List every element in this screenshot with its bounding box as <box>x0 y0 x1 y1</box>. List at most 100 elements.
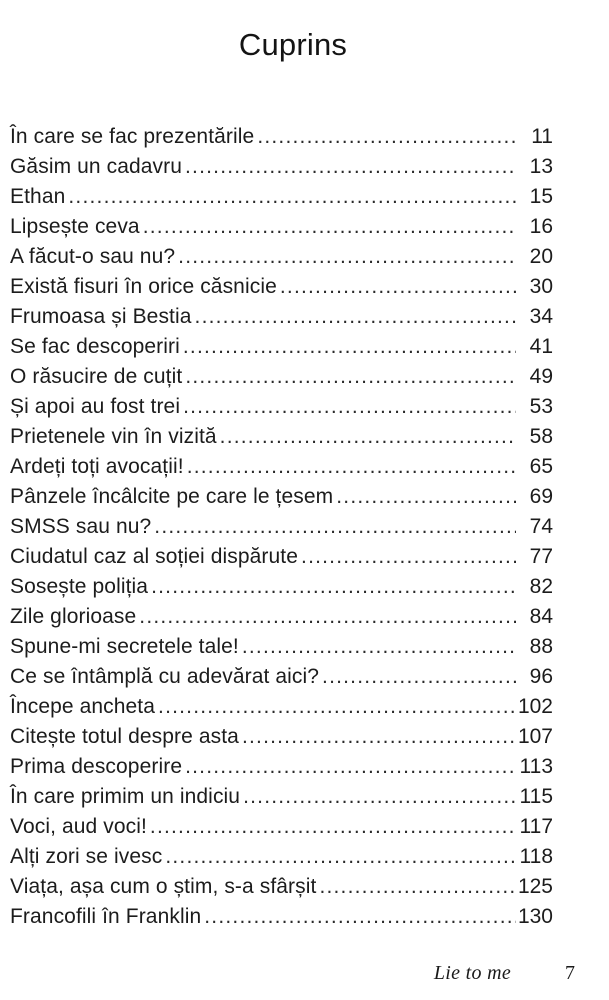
page-number: 88 <box>529 635 553 658</box>
dot-leader: ........................................… <box>151 575 516 598</box>
chapter-title: Pânzele încâlcite pe care le țesem <box>10 485 334 508</box>
chapter-title: Sosește poliția <box>10 575 149 598</box>
toc-row[interactable]: Citește totul despre asta...............… <box>10 722 553 752</box>
toc-row[interactable]: Pânzele încâlcite pe care le țesem......… <box>10 482 553 512</box>
toc-row[interactable]: Ce se întâmplă cu adevărat aici?........… <box>10 662 553 692</box>
toc-row[interactable]: Spune-mi secretele tale!................… <box>10 632 553 662</box>
chapter-title: Ethan <box>10 185 66 208</box>
page-number: 74 <box>529 515 553 538</box>
chapter-title: Ardeți toți avocații! <box>10 455 184 478</box>
page-number: 117 <box>519 815 553 838</box>
toc-row[interactable]: Și apoi au fost trei....................… <box>10 392 553 422</box>
dot-leader: ........................................… <box>183 395 516 418</box>
dot-leader: ........................................… <box>186 455 516 478</box>
dot-leader: ........................................… <box>178 245 516 268</box>
chapter-title: O răsucire de cuțit <box>10 365 183 388</box>
toc-row[interactable]: Prietenele vin în vizită................… <box>10 422 553 452</box>
dot-leader: ........................................… <box>204 905 516 928</box>
toc-row[interactable]: Găsim un cadavru........................… <box>10 152 553 182</box>
toc-row[interactable]: În care primim un indiciu...............… <box>10 782 553 812</box>
page-number: 20 <box>529 245 553 268</box>
chapter-title: SMSS sau nu? <box>10 515 152 538</box>
chapter-title: Lipsește ceva <box>10 215 140 238</box>
chapter-title: Viața, așa cum o știm, s-a sfârșit <box>10 875 317 898</box>
dot-leader: ........................................… <box>257 125 516 148</box>
page-number: 84 <box>529 605 553 628</box>
dot-leader: ........................................… <box>185 155 516 178</box>
chapter-title: Începe ancheta <box>10 695 156 718</box>
dot-leader: ........................................… <box>149 815 516 838</box>
page-number: 107 <box>517 725 553 748</box>
chapter-title: Voci, aud voci! <box>10 815 147 838</box>
dot-leader: ........................................… <box>243 785 516 808</box>
page-number: 30 <box>529 275 553 298</box>
chapter-title: Prietenele vin în vizită <box>10 425 217 448</box>
book-title: Lie to me <box>433 962 511 984</box>
page-number: 77 <box>529 545 553 568</box>
toc-row[interactable]: Alți zori se ivesc......................… <box>10 842 553 872</box>
toc-row[interactable]: Zile glorioase..........................… <box>10 602 553 632</box>
dot-leader: ........................................… <box>219 425 516 448</box>
page-number: 53 <box>529 395 553 418</box>
dot-leader: ........................................… <box>185 365 516 388</box>
page-number: 65 <box>529 455 553 478</box>
running-footer: Lie to me 7 <box>0 962 575 985</box>
toc-row[interactable]: Se fac descoperiri......................… <box>10 332 553 362</box>
dot-leader: ........................................… <box>158 695 516 718</box>
page-title: Cuprins <box>238 27 348 62</box>
page-number: 13 <box>529 155 553 178</box>
dot-leader: ........................................… <box>194 305 516 328</box>
toc-row[interactable]: Ciudatul caz al soției dispărute........… <box>10 542 553 572</box>
table-of-contents: În care se fac prezentările.............… <box>10 122 553 932</box>
toc-row[interactable]: Sosește poliția.........................… <box>10 572 553 602</box>
page-number: 49 <box>529 365 553 388</box>
toc-row[interactable]: Prima descoperire.......................… <box>10 752 553 782</box>
toc-row[interactable]: O răsucire de cuțit.....................… <box>10 362 553 392</box>
chapter-title: Francofili în Franklin <box>10 905 202 928</box>
dot-leader: ........................................… <box>185 755 516 778</box>
chapter-title: Alți zori se ivesc <box>10 845 163 868</box>
page-number: 130 <box>517 905 553 928</box>
dot-leader: ........................................… <box>336 485 516 508</box>
page-number: 69 <box>529 485 553 508</box>
toc-row[interactable]: Lipsește ceva...........................… <box>10 212 553 242</box>
toc-row[interactable]: Ardeți toți avocații!...................… <box>10 452 553 482</box>
toc-row[interactable]: Viața, așa cum o știm, s-a sfârșit......… <box>10 872 553 902</box>
page-number: 102 <box>517 695 553 718</box>
chapter-title: Găsim un cadavru <box>10 155 183 178</box>
page-number: 16 <box>529 215 553 238</box>
chapter-title: Zile glorioase <box>10 605 137 628</box>
dot-leader: ........................................… <box>319 875 516 898</box>
page-number: 58 <box>529 425 553 448</box>
page-number: 115 <box>519 785 553 808</box>
dot-leader: ........................................… <box>182 335 516 358</box>
toc-row[interactable]: Francofili în Franklin..................… <box>10 902 553 932</box>
page-number: 96 <box>529 665 553 688</box>
toc-row[interactable]: Frumoasa și Bestia......................… <box>10 302 553 332</box>
footer-page-number: 7 <box>565 962 575 984</box>
page-number: 118 <box>519 845 553 868</box>
chapter-title: Frumoasa și Bestia <box>10 305 192 328</box>
dot-leader: ........................................… <box>279 275 516 298</box>
chapter-title: Și apoi au fost trei <box>10 395 181 418</box>
page-number: 41 <box>529 335 553 358</box>
chapter-title: Ce se întâmplă cu adevărat aici? <box>10 665 320 688</box>
toc-row[interactable]: În care se fac prezentările.............… <box>10 122 553 152</box>
chapter-title: Ciudatul caz al soției dispărute <box>10 545 299 568</box>
page-number: 113 <box>519 755 553 778</box>
page-number: 125 <box>517 875 553 898</box>
dot-leader: ........................................… <box>301 545 516 568</box>
page-number: 82 <box>529 575 553 598</box>
toc-row[interactable]: Ethan...................................… <box>10 182 553 212</box>
toc-row[interactable]: Există fisuri în orice căsnicie.........… <box>10 272 553 302</box>
dot-leader: ........................................… <box>322 665 516 688</box>
dot-leader: ........................................… <box>142 215 516 238</box>
toc-row[interactable]: Voci, aud voci!.........................… <box>10 812 553 842</box>
toc-row[interactable]: A făcut-o sau nu?.......................… <box>10 242 553 272</box>
dot-leader: ........................................… <box>165 845 516 868</box>
toc-row[interactable]: Începe ancheta..........................… <box>10 692 553 722</box>
toc-row[interactable]: SMSS sau nu?............................… <box>10 512 553 542</box>
dot-leader: ........................................… <box>68 185 516 208</box>
chapter-title: Există fisuri în orice căsnicie <box>10 275 277 298</box>
